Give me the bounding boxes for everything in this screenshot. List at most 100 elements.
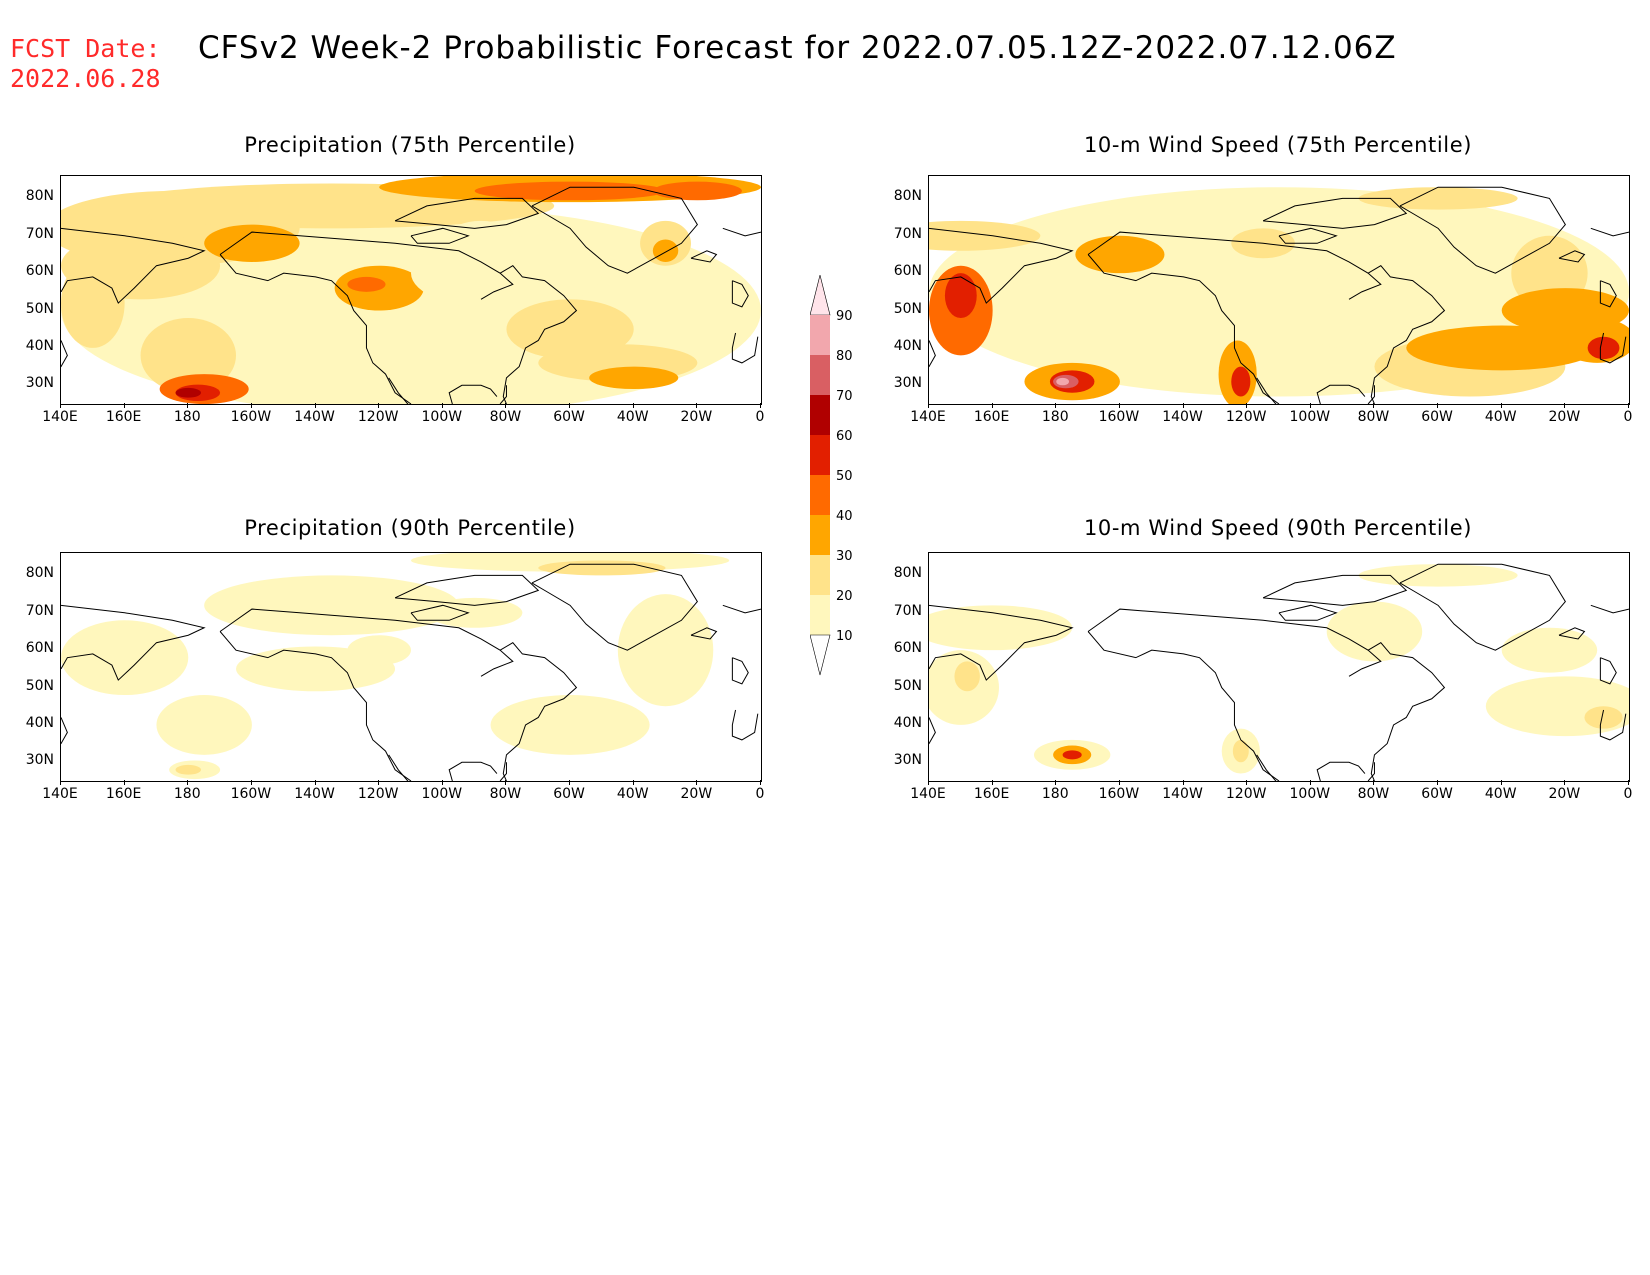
coastline: [929, 227, 1074, 304]
probability-contour: [1358, 564, 1518, 587]
map-graphic: [61, 553, 761, 781]
lon-tick-mark: [1309, 780, 1311, 785]
coastline: [1367, 265, 1446, 404]
lon-tick-label: 60W: [553, 409, 585, 425]
lon-tick-label: 80W: [489, 409, 522, 425]
lon-tick-label: 120W: [1225, 409, 1267, 425]
coastline: [531, 186, 698, 274]
colorbar-label: 50: [836, 469, 853, 484]
probability-contour: [411, 235, 602, 311]
coastline: [1256, 754, 1277, 781]
probability-contour: [175, 764, 201, 775]
probability-contour: [204, 224, 300, 262]
probability-contour: [929, 220, 1041, 251]
probability-contour: [1326, 601, 1423, 662]
lon-tick-label: 40W: [616, 786, 649, 802]
probability-contour: [1406, 325, 1598, 371]
colorbar-label: 30: [836, 549, 853, 564]
coastline: [722, 604, 761, 614]
lon-tick-mark: [314, 780, 316, 785]
coastline: [929, 604, 1074, 681]
lat-tick-label: 40N: [25, 714, 54, 731]
lon-tick-mark: [187, 780, 189, 785]
lat-tick-label: 60N: [893, 640, 922, 657]
lat-tick-label: 60N: [25, 263, 54, 280]
page-title: CFSv2 Week-2 Probabilistic Forecast for …: [198, 30, 1397, 66]
lat-tick-label: 30N: [893, 375, 922, 392]
lon-tick-mark: [378, 780, 380, 785]
lon-tick-label: 100W: [1289, 409, 1331, 425]
probability-contour: [1232, 739, 1249, 763]
lon-tick-label: 180: [173, 786, 201, 802]
coastline: [61, 604, 206, 681]
lon-tick-label: 20W: [680, 786, 713, 802]
lon-tick-mark: [1309, 403, 1311, 408]
lon-tick-mark: [441, 403, 443, 408]
coastline: [1590, 604, 1629, 614]
colorbar-segment: [810, 555, 830, 595]
lon-tick-mark: [696, 780, 698, 785]
probability-contour: [156, 695, 252, 755]
probability-contour: [474, 181, 666, 201]
lon-tick-label: 160E: [973, 409, 1010, 425]
lon-tick-mark: [250, 780, 252, 785]
panel-title: 10-m Wind Speed (75th Percentile): [1083, 133, 1473, 157]
map-graphic: [929, 186, 1629, 404]
coastline: [1367, 642, 1446, 781]
lon-tick-mark: [1373, 403, 1375, 408]
colorbar-segment: [810, 435, 830, 475]
coastline: [1558, 627, 1586, 640]
lon-tick-mark: [1373, 780, 1375, 785]
lon-tick-mark: [1182, 403, 1184, 408]
probability-contour: [652, 181, 742, 201]
coastline: [1399, 563, 1566, 651]
lon-tick-label: 140W: [1162, 786, 1203, 802]
lon-tick-mark: [1437, 780, 1439, 785]
lon-tick-mark: [187, 403, 189, 408]
coastline: [731, 709, 759, 741]
lat-tick-label: 50N: [25, 677, 54, 694]
coastline: [1087, 254, 1280, 404]
lat-tick-label: 60N: [25, 640, 54, 657]
lon-tick-label: 180: [1041, 409, 1069, 425]
lon-tick-mark: [1628, 403, 1629, 408]
lat-tick-label: 40N: [25, 337, 54, 354]
lon-tick-label: 60W: [553, 786, 585, 802]
lat-tick-label: 50N: [893, 300, 922, 317]
lon-tick-label: 140E: [910, 409, 946, 425]
lat-tick-label: 70N: [893, 225, 922, 242]
lon-tick-label: 100W: [421, 786, 463, 802]
lon-tick-label: 160E: [105, 786, 142, 802]
colorbar-label: 70: [836, 389, 853, 404]
lon-tick-label: 160E: [973, 786, 1010, 802]
probability-contour: [1231, 366, 1251, 397]
map-graphic: [61, 176, 761, 404]
lon-tick-mark: [378, 403, 380, 408]
coastline: [394, 197, 540, 229]
lon-tick-label: 160W: [230, 409, 272, 425]
colorbar-label: 90: [836, 309, 853, 324]
lon-tick-label: 60W: [1421, 409, 1453, 425]
panel-title: Precipitation (90th Percentile): [244, 516, 576, 540]
probability-contour: [1294, 273, 1391, 348]
lon-tick-label: 180: [1041, 786, 1069, 802]
coastline: [690, 627, 718, 640]
lat-tick-label: 70N: [893, 602, 922, 619]
lon-tick-mark: [250, 403, 252, 408]
coastline: [499, 642, 578, 781]
coastline: [219, 631, 412, 781]
lon-tick-label: 120W: [357, 786, 399, 802]
lon-tick-label: 20W: [1548, 786, 1581, 802]
probability-contour: [347, 276, 386, 292]
lon-tick-label: 160W: [1098, 409, 1140, 425]
lon-tick-mark: [1437, 403, 1439, 408]
lon-tick-mark: [569, 403, 571, 408]
coastline: [1087, 608, 1382, 677]
lat-tick-label: 40N: [893, 337, 922, 354]
lon-tick-mark: [1055, 780, 1057, 785]
lon-tick-label: 0: [755, 409, 765, 425]
lat-tick-label: 70N: [25, 225, 54, 242]
lon-tick-mark: [1055, 403, 1057, 408]
coastline: [1399, 186, 1566, 274]
colorbar-segment: [810, 355, 830, 395]
